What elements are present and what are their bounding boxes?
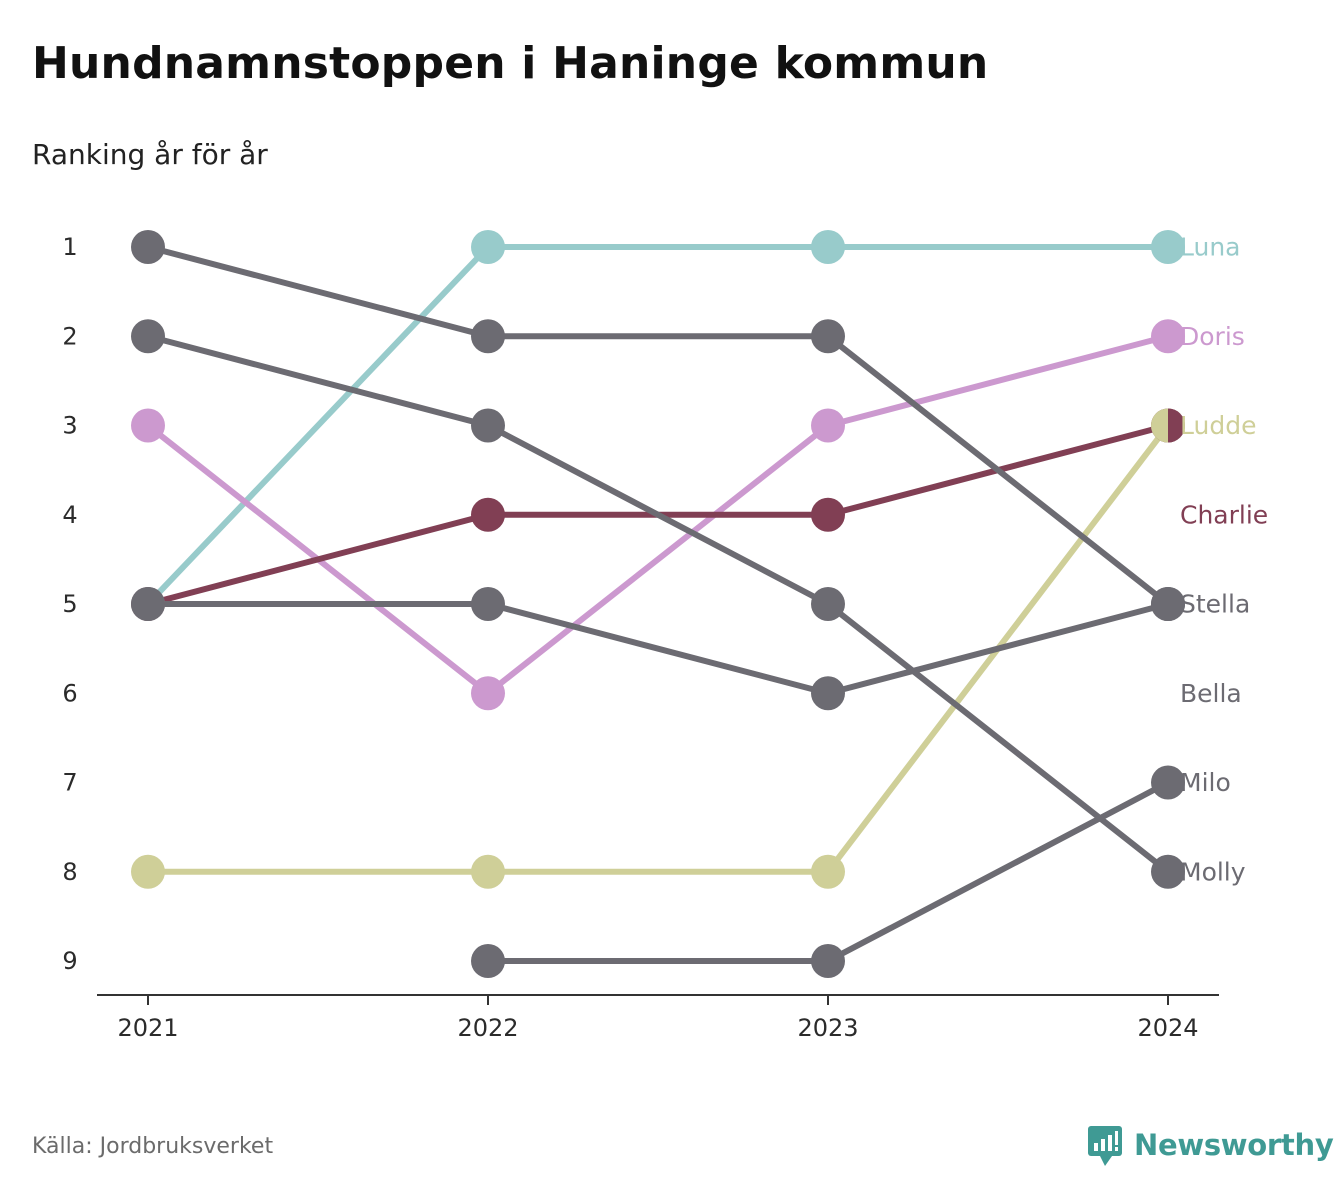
data-point-luna xyxy=(811,230,845,264)
x-tick-label: 2023 xyxy=(797,1014,858,1042)
data-point-ludde xyxy=(471,854,505,889)
data-point-bella xyxy=(131,587,165,621)
y-tick-label: 8 xyxy=(62,858,77,886)
shared-point-half-bella xyxy=(1168,587,1185,621)
x-tick-label: 2022 xyxy=(457,1014,518,1042)
shared-point-half-ludde xyxy=(1151,408,1168,443)
y-axis: 1 2 3 4 5 6 7 8 9 xyxy=(62,233,77,975)
series-label-charlie: Charlie xyxy=(1180,500,1268,529)
x-axis: 2021 2022 2023 2024 xyxy=(97,994,1219,1042)
data-point-charlie xyxy=(471,497,505,532)
x-tick-label: 2024 xyxy=(1137,1014,1198,1042)
y-tick-label: 2 xyxy=(62,322,77,350)
series-label-bella: Bella xyxy=(1180,679,1242,708)
data-point-ludde xyxy=(131,854,165,889)
series-label-luna: Luna xyxy=(1180,233,1241,262)
series-labels: Luna Doris Ludde Charlie Stella Bella Milo Moll… xyxy=(1180,233,1268,887)
data-point-milo xyxy=(811,944,845,978)
data-point-stella xyxy=(131,230,165,264)
chart-title: Hundnamnstoppen i Haninge kommun xyxy=(32,38,989,89)
source-note: Källa: Jordbruksverket xyxy=(32,1134,274,1159)
data-point-charlie xyxy=(811,497,845,532)
data-point-milo xyxy=(1151,765,1185,800)
data-point-bella xyxy=(811,676,845,711)
series-label-ludde: Ludde xyxy=(1180,411,1256,440)
data-point-ludde xyxy=(811,854,845,889)
series-label-milo: Milo xyxy=(1180,768,1231,797)
series-lines xyxy=(145,244,1171,964)
y-tick-label: 6 xyxy=(62,679,77,707)
y-tick-label: 4 xyxy=(62,501,77,529)
brand-logo: Newsworthy xyxy=(1088,1122,1334,1168)
data-point-doris xyxy=(471,676,505,711)
data-point-molly xyxy=(131,319,165,354)
data-point-bella xyxy=(471,587,505,621)
data-point-luna xyxy=(1151,230,1185,264)
y-tick-label: 5 xyxy=(62,590,77,618)
y-tick-label: 3 xyxy=(62,412,77,440)
data-point-luna xyxy=(471,230,505,264)
chart-subtitle: Ranking år för år xyxy=(32,138,268,171)
series-label-stella: Stella xyxy=(1180,590,1250,619)
series-line-bella xyxy=(145,601,1171,697)
data-point-doris xyxy=(131,408,165,443)
newsworthy-logo-icon xyxy=(1088,1126,1122,1166)
y-tick-label: 1 xyxy=(62,233,77,261)
series-points xyxy=(131,230,1185,978)
series-label-doris: Doris xyxy=(1180,322,1245,351)
series-line-luna xyxy=(145,244,1171,607)
data-point-stella xyxy=(471,319,505,354)
brand-name: Newsworthy xyxy=(1134,1128,1334,1162)
data-point-stella xyxy=(811,319,845,354)
series-line-stella xyxy=(145,244,1171,607)
data-point-doris xyxy=(1151,319,1185,354)
data-point-molly xyxy=(1151,854,1185,889)
data-point-molly xyxy=(811,587,845,621)
y-tick-label: 7 xyxy=(62,769,77,797)
series-label-molly: Molly xyxy=(1180,857,1246,886)
y-tick-label: 9 xyxy=(62,947,77,975)
shared-point-half-charlie xyxy=(1168,408,1185,443)
data-point-molly xyxy=(471,408,505,443)
series-line-molly xyxy=(145,333,1171,875)
data-point-milo xyxy=(471,944,505,978)
x-tick-label: 2021 xyxy=(117,1014,178,1042)
data-point-doris xyxy=(811,408,845,443)
shared-point-half-stella xyxy=(1151,587,1168,621)
